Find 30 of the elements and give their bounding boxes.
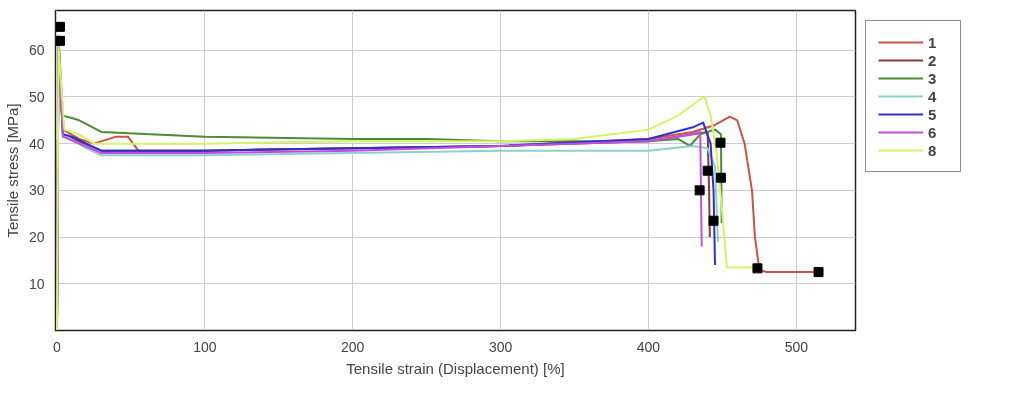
point	[813, 267, 824, 278]
point	[715, 137, 726, 148]
legend-label: 3	[928, 69, 938, 87]
x-tick-label: 0	[53, 338, 62, 355]
point	[708, 215, 719, 226]
point	[752, 263, 763, 274]
x-tick-label: 300	[488, 338, 513, 355]
y-tick-label: 60	[28, 42, 45, 59]
y-tick-label: 20	[28, 229, 45, 246]
y-tick-label: 40	[28, 135, 45, 152]
legend-label: 6	[928, 123, 938, 141]
x-tick-label: 400	[636, 338, 661, 355]
legend-label: 2	[928, 51, 938, 69]
point	[694, 185, 705, 196]
point	[55, 21, 65, 32]
legend-label: 4	[928, 87, 938, 105]
legend-label: 5	[928, 105, 938, 123]
legend-label: 8	[928, 141, 938, 159]
point	[702, 165, 713, 176]
y-axis-title: Tensile stress [MPa]	[3, 103, 21, 238]
legend-label: 1	[928, 33, 938, 51]
point	[715, 172, 726, 183]
point	[55, 35, 65, 46]
y-tick-label: 50	[28, 88, 45, 105]
x-tick-label: 500	[784, 338, 809, 355]
y-tick-label: 10	[28, 275, 45, 292]
x-tick-label: 200	[341, 338, 365, 355]
x-axis-title: Tensile strain (Displacement) [%]	[346, 359, 565, 377]
y-tick-label: 30	[28, 182, 45, 199]
x-tick-label: 100	[193, 338, 217, 355]
